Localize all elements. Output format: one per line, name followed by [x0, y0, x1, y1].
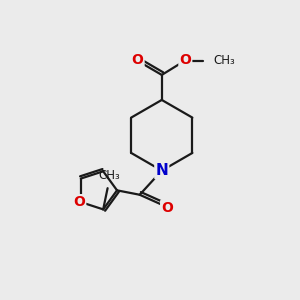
Text: O: O — [74, 195, 85, 209]
Text: O: O — [161, 201, 173, 215]
Text: O: O — [132, 52, 144, 67]
Text: CH₃: CH₃ — [213, 54, 235, 67]
Text: N: N — [155, 163, 168, 178]
Text: CH₃: CH₃ — [98, 169, 120, 182]
Text: O: O — [179, 53, 191, 67]
